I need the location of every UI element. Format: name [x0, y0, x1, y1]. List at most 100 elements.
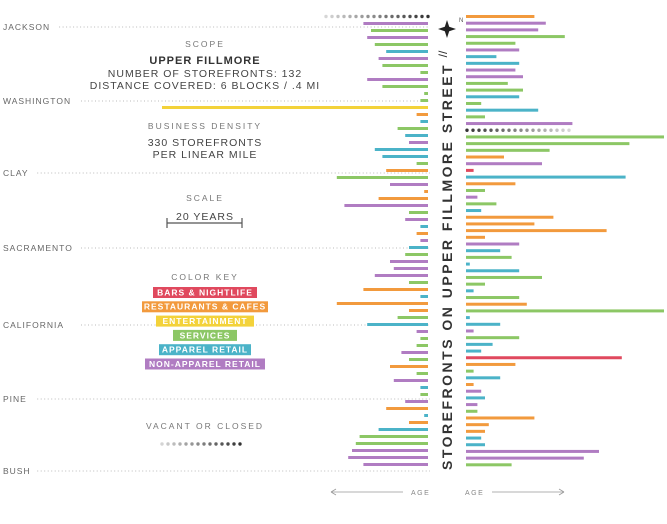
left-bar [393, 267, 428, 270]
left-bar [393, 379, 428, 382]
right-bar [466, 148, 550, 152]
left-bar [374, 274, 428, 277]
left-bar [397, 127, 428, 130]
right-bar [466, 262, 470, 266]
right-bar [466, 195, 478, 199]
color-key-swatch [173, 329, 237, 341]
right-bar [466, 356, 622, 360]
right-bar [466, 168, 474, 172]
right-bar [466, 302, 527, 306]
vacant-key-dot [178, 442, 182, 446]
left-bar [420, 225, 428, 228]
right-bar [466, 296, 520, 300]
left-bar [409, 211, 428, 214]
vacant-dot [531, 128, 535, 132]
right-bar [466, 396, 485, 400]
right-bar [466, 81, 508, 85]
left-bar [344, 204, 428, 207]
right-bar [466, 175, 626, 179]
color-key-swatch [142, 301, 268, 313]
right-bar [466, 456, 584, 460]
right-bar [466, 249, 501, 253]
left-bar [363, 288, 428, 291]
left-bar [386, 169, 428, 172]
right-bar [466, 436, 482, 440]
right-bar [466, 342, 493, 346]
color-key-swatch [153, 287, 257, 298]
left-bar [405, 253, 428, 256]
right-bar [466, 15, 535, 18]
right-bar [466, 429, 485, 433]
vacant-dot [402, 14, 406, 19]
color-key-label-item: RESTAURANTS & CAFES [144, 302, 266, 312]
scale-bracket [166, 218, 243, 228]
right-bar [466, 188, 485, 192]
right-bar [466, 155, 504, 159]
left-bar [378, 428, 428, 431]
vacant-dot [483, 128, 487, 132]
right-bar [466, 209, 482, 213]
right-bar [466, 449, 599, 453]
left-bar [348, 456, 428, 459]
right-bar [466, 423, 489, 427]
vacant-key-dot [232, 442, 236, 446]
age-left-label: AGE [411, 490, 430, 497]
right-bar [466, 389, 482, 393]
vacant-dot [501, 128, 505, 132]
left-bar [382, 85, 428, 88]
left-bar [336, 176, 428, 179]
right-bar [466, 242, 520, 246]
age-axis-right [492, 488, 565, 496]
left-bar [416, 330, 428, 333]
left-bar [409, 281, 428, 284]
left-bar [359, 435, 428, 438]
color-key-swatch [156, 315, 254, 327]
vacant-dot [324, 14, 328, 19]
left-bar [390, 260, 428, 263]
right-bar [466, 135, 664, 139]
density-label: BUSINESS DENSITY [148, 121, 262, 131]
left-bar [420, 337, 428, 340]
left-bar [416, 372, 428, 375]
right-bar [466, 322, 501, 326]
left-bar [416, 162, 428, 165]
left-bar [336, 302, 428, 305]
right-bar [466, 269, 520, 273]
scale-value: 20 YEARS [176, 211, 234, 223]
left-bar [416, 113, 428, 116]
right-bar [466, 215, 554, 219]
left-bar [401, 351, 428, 354]
right-bar [466, 115, 485, 119]
right-bar [466, 88, 523, 92]
left-bar [420, 386, 428, 389]
vacant-dot [360, 14, 364, 19]
left-bar [409, 309, 428, 312]
left-bar [390, 365, 428, 368]
density-line2: PER LINEAR MILE [153, 149, 258, 161]
right-bar [466, 376, 501, 380]
left-bar [409, 246, 428, 249]
vacant-key-dot [202, 442, 206, 446]
left-bar [386, 407, 428, 410]
compass-icon [438, 20, 456, 38]
right-bar [466, 101, 482, 105]
left-bar [397, 316, 428, 319]
vacant-dot [561, 128, 565, 132]
vacant-dot [555, 128, 559, 132]
vacant-key-dot [208, 442, 212, 446]
right-bar [466, 28, 539, 32]
right-bar [466, 75, 523, 79]
right-bar [466, 35, 565, 39]
left-bar [409, 421, 428, 424]
left-bar [378, 57, 428, 60]
right-bar [466, 282, 485, 286]
left-bar [382, 64, 428, 67]
vacant-dot [513, 128, 517, 132]
vacant-dot [519, 128, 523, 132]
right-bar [466, 21, 546, 25]
right-bar [466, 68, 516, 72]
age-axis-left [330, 488, 403, 496]
left-bar [371, 29, 428, 32]
street-label-washington: WASHINGTON [3, 96, 71, 106]
